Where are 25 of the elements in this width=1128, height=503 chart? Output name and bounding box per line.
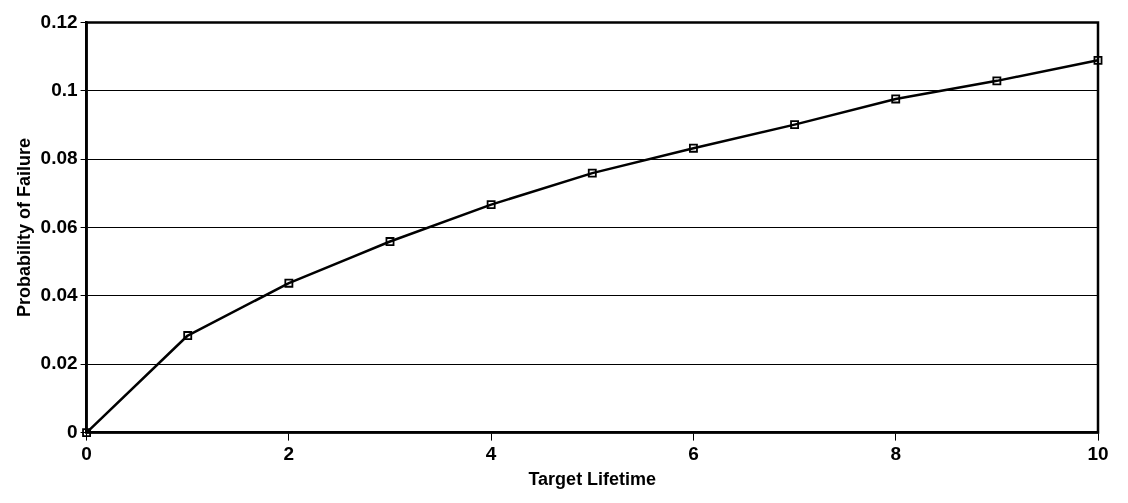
x-tick-label: 10 — [1087, 443, 1109, 465]
x-tick-label: 0 — [81, 443, 92, 465]
point — [284, 278, 294, 288]
point — [183, 331, 193, 340]
y-tick-label: 0.08 — [40, 147, 78, 169]
y-tick-label: 0.12 — [40, 10, 78, 32]
x-axis-title: Target Lifetime — [528, 469, 657, 490]
x-tick-label: 6 — [688, 443, 699, 465]
point — [992, 76, 1002, 86]
y-axis-title: Probability of Failure — [13, 137, 34, 318]
point — [1093, 55, 1103, 65]
y-tick-label: 0.02 — [40, 352, 78, 374]
y-tick-label: 0.1 — [51, 79, 78, 100]
x-tick-label: 8 — [890, 443, 901, 465]
y-tick-label: 0.04 — [40, 284, 79, 306]
point — [486, 200, 496, 210]
point — [891, 94, 901, 104]
y-tick-label: 0 — [67, 420, 78, 442]
x-tick-label: 2 — [283, 443, 295, 465]
point — [790, 120, 800, 130]
point — [385, 237, 395, 246]
x-tick-label: 4 — [485, 443, 497, 465]
point — [689, 143, 698, 153]
y-tick-label: 0.06 — [40, 215, 78, 237]
point — [587, 168, 597, 178]
